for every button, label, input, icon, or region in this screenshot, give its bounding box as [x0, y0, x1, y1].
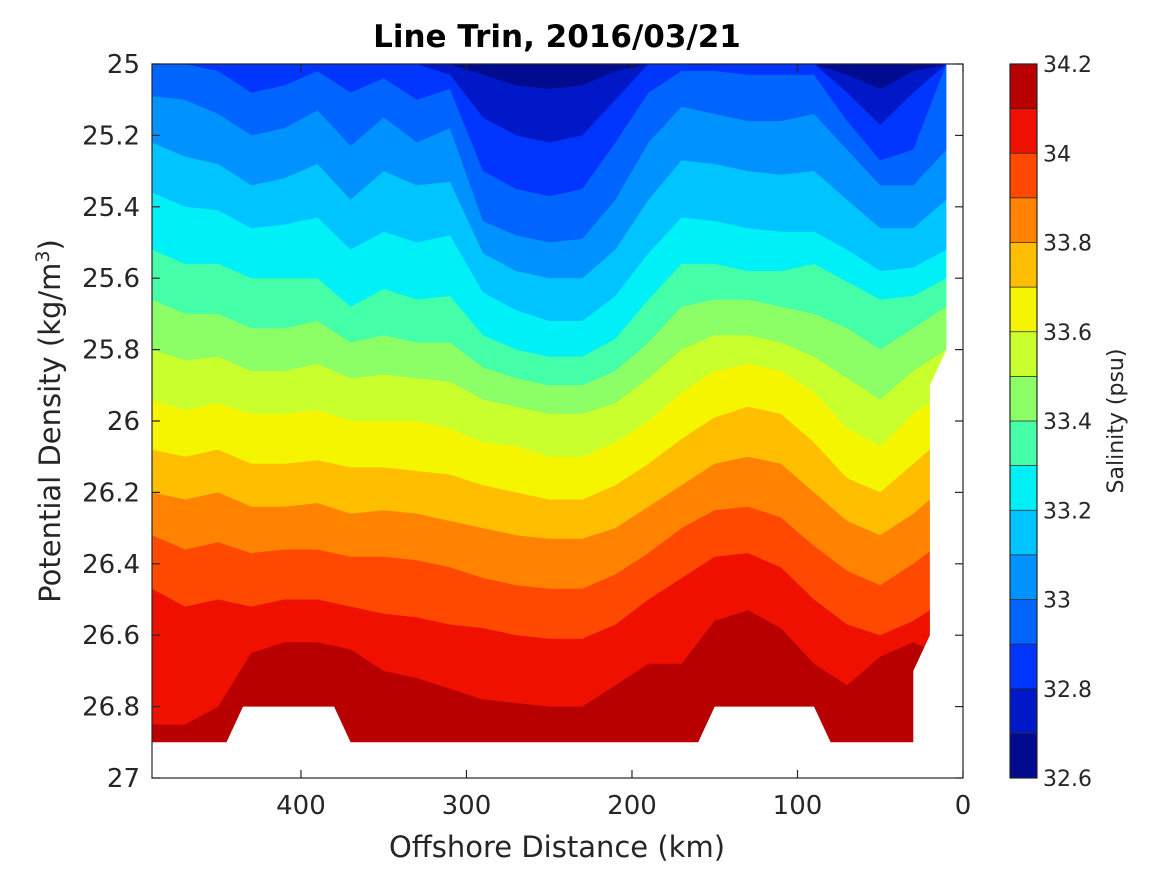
colorbar-swatch	[1010, 510, 1037, 555]
y-tick-label: 27	[107, 764, 140, 794]
colorbar-label: Salinity (psu)	[1104, 349, 1129, 494]
colorbar-swatch	[1010, 331, 1037, 377]
colorbar-swatch	[1010, 242, 1037, 288]
y-tick-label: 26.6	[82, 621, 140, 651]
y-tick-label: 26	[107, 407, 140, 437]
y-tick-label: 25.6	[82, 264, 140, 294]
y-axis-label-superscript: 3	[32, 250, 54, 262]
colorbar-tick-label: 32.6	[1043, 767, 1092, 792]
y-tick-label: 26.8	[82, 693, 140, 723]
x-tick-label: 400	[276, 791, 326, 821]
colorbar-swatch	[1010, 108, 1037, 154]
colorbar: 32.6 32.8 33 33.2 33.4 33.6 33.8 34 34.2	[1009, 53, 1092, 792]
colorbar-swatch	[1010, 376, 1037, 421]
colorbar-swatch	[1010, 197, 1037, 243]
y-axis-label-main: Potential Density (kg/m	[33, 263, 67, 603]
colorbar-swatch	[1010, 421, 1037, 466]
y-tick-label: 25.2	[82, 121, 140, 151]
y-axis-label-close: )	[33, 239, 67, 250]
colorbar-swatch	[1010, 554, 1037, 600]
colorbar-tick-label: 33.8	[1043, 232, 1092, 257]
y-tick-label: 26.4	[82, 550, 140, 580]
x-axis-label: Offshore Distance (km)	[389, 830, 725, 864]
x-tick-label: 300	[442, 791, 492, 821]
colorbar-tick-label: 33	[1043, 589, 1071, 614]
y-tick-label: 25.8	[82, 336, 140, 366]
colorbar-tick-label: 34.2	[1043, 53, 1092, 78]
colorbar-swatch	[1010, 465, 1037, 511]
y-tick-label: 25	[107, 50, 140, 80]
contour-band-1	[152, 64, 963, 143]
colorbar-swatch	[1010, 153, 1037, 198]
colorbar-tick-label: 33.2	[1043, 499, 1092, 524]
colorbar-swatch	[1010, 688, 1037, 734]
contour-band-0	[152, 64, 963, 89]
colorbar-tick-label: 33.4	[1043, 410, 1092, 435]
y-tick-label: 25.4	[82, 193, 140, 223]
contour-plot-area	[152, 64, 963, 778]
y-tick-label: 26.2	[82, 478, 140, 508]
x-tick-label: 200	[607, 791, 657, 821]
colorbar-tick-label: 34	[1043, 142, 1071, 167]
y-axis-label: Potential Density (kg/m3)	[32, 239, 67, 603]
chart-title: Line Trin, 2016/03/21	[373, 19, 741, 55]
colorbar-swatch	[1010, 599, 1037, 645]
colorbar-swatch	[1010, 287, 1037, 332]
x-tick-label: 100	[773, 791, 823, 821]
colorbar-swatch	[1010, 64, 1037, 109]
colorbar-frame	[1009, 63, 1038, 779]
x-axis-ticks: 400 300 200 100 0	[276, 64, 971, 821]
x-tick-label: 0	[955, 791, 972, 821]
colorbar-tick-label: 33.6	[1043, 321, 1092, 346]
colorbar-swatch	[1010, 644, 1037, 689]
y-axis-ticks: 25 25.2 25.4 25.6 25.8 26 26.2 26.4 26.6 26.8 27	[82, 50, 963, 794]
colorbar-tick-label: 32.8	[1043, 678, 1092, 703]
colorbar-swatch	[1010, 733, 1037, 778]
